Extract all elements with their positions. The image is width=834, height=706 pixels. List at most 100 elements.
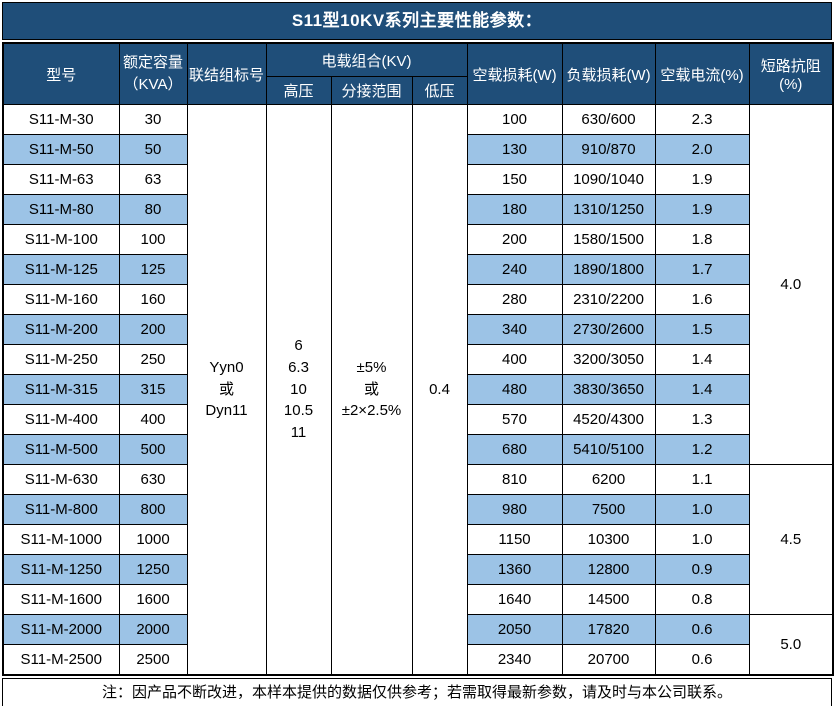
no-load-current-cell: 1.9 <box>654 194 750 225</box>
model-cell: S11-M-160 <box>2 284 120 315</box>
load-loss-cell: 1310/1250 <box>561 194 656 225</box>
load-loss-cell: 2730/2600 <box>561 314 656 345</box>
no-load-current-cell: 1.6 <box>654 284 750 315</box>
no-load-loss-cell: 1640 <box>466 584 563 615</box>
col-header-voltage-group: 电载组合(KV) <box>265 42 468 77</box>
model-cell: S11-M-50 <box>2 134 120 165</box>
capacity-cell: 1250 <box>118 554 188 585</box>
load-loss-cell: 20700 <box>561 644 656 676</box>
col-header-connection: 联结组标号 <box>186 42 267 105</box>
load-loss-cell: 10300 <box>561 524 656 555</box>
capacity-cell: 63 <box>118 164 188 195</box>
no-load-loss-cell: 570 <box>466 404 563 435</box>
load-loss-cell: 12800 <box>561 554 656 585</box>
table-header: 型号 额定容量 （KVA） 联结组标号 电载组合(KV) 空载损耗(W) 负载损… <box>2 42 834 105</box>
table-row: S11-M-1000 1000 1150 10300 1.0 <box>2 524 833 555</box>
capacity-cell: 800 <box>118 494 188 525</box>
capacity-cell: 200 <box>118 314 188 345</box>
no-load-current-cell: 1.9 <box>654 164 750 195</box>
load-loss-cell: 7500 <box>561 494 656 525</box>
table-row: S11-M-50 50 130 910/870 2.0 <box>2 134 833 165</box>
lv-cell: 0.4 <box>411 104 468 676</box>
model-cell: S11-M-1600 <box>2 584 120 615</box>
table-row: S11-M-30 30 Yyn0 或 Dyn11 6 6.3 10 10.5 11 ±5… <box>2 104 834 676</box>
table-row: S11-M-500 500 680 5410/5100 1.2 <box>2 434 833 465</box>
capacity-cell: 50 <box>118 134 188 165</box>
capacity-cell: 80 <box>118 194 188 225</box>
impedance-cell: 4.0 <box>748 104 834 465</box>
no-load-loss-cell: 240 <box>466 254 563 285</box>
table-row: S11-M-63 63 150 1090/1040 1.9 <box>2 164 833 195</box>
load-loss-cell: 3830/3650 <box>561 374 656 405</box>
capacity-cell: 630 <box>118 464 188 495</box>
model-cell: S11-M-80 <box>2 194 120 225</box>
no-load-current-cell: 1.0 <box>654 494 750 525</box>
no-load-loss-cell: 2050 <box>466 614 563 645</box>
header-row-2: 高压 分接范围 低压 <box>3 76 833 105</box>
no-load-loss-cell: 130 <box>466 134 563 165</box>
model-cell: S11-M-315 <box>2 374 120 405</box>
no-load-loss-cell: 150 <box>466 164 563 195</box>
capacity-cell: 2000 <box>118 614 188 645</box>
no-load-current-cell: 0.8 <box>654 584 750 615</box>
model-cell: S11-M-125 <box>2 254 120 285</box>
load-loss-cell: 5410/5100 <box>561 434 656 465</box>
no-load-loss-cell: 680 <box>466 434 563 465</box>
load-loss-cell: 6200 <box>561 464 656 495</box>
no-load-current-cell: 1.4 <box>654 344 750 375</box>
parameters-table: 型号 额定容量 （KVA） 联结组标号 电载组合(KV) 空载损耗(W) 负载损… <box>2 42 834 676</box>
table-row: S11-M-2000 2000 2050 17820 0.6 5.0 <box>2 614 834 676</box>
no-load-current-cell: 0.9 <box>654 554 750 585</box>
capacity-cell: 160 <box>118 284 188 315</box>
no-load-current-cell: 1.7 <box>654 254 750 285</box>
load-loss-cell: 2310/2200 <box>561 284 656 315</box>
col-header-impedance: 短路抗阻(%) <box>748 42 834 105</box>
table-row: S11-M-800 800 980 7500 1.0 <box>2 494 833 525</box>
impedance-cell: 4.5 <box>748 464 834 615</box>
capacity-cell: 100 <box>118 224 188 255</box>
table-row: S11-M-1250 1250 1360 12800 0.9 <box>2 554 833 585</box>
capacity-cell: 2500 <box>118 644 188 676</box>
no-load-loss-cell: 1150 <box>466 524 563 555</box>
no-load-current-cell: 1.3 <box>654 404 750 435</box>
capacity-cell: 30 <box>118 104 188 135</box>
model-cell: S11-M-2000 <box>2 614 120 645</box>
footer-note: 注：因产品不断改进，本样本提供的数据仅供参考；若需取得最新参数，请及时与本公司联… <box>2 678 832 706</box>
no-load-loss-cell: 400 <box>466 344 563 375</box>
model-cell: S11-M-30 <box>2 104 120 135</box>
col-header-no-load-loss: 空载损耗(W) <box>466 42 563 105</box>
capacity-cell: 125 <box>118 254 188 285</box>
load-loss-cell: 4520/4300 <box>561 404 656 435</box>
no-load-loss-cell: 280 <box>466 284 563 315</box>
capacity-cell: 1600 <box>118 584 188 615</box>
load-loss-cell: 910/870 <box>561 134 656 165</box>
model-cell: S11-M-200 <box>2 314 120 345</box>
model-cell: S11-M-400 <box>2 404 120 435</box>
no-load-current-cell: 1.2 <box>654 434 750 465</box>
hv-cell: 6 6.3 10 10.5 11 <box>265 104 332 676</box>
load-loss-cell: 1090/1040 <box>561 164 656 195</box>
col-header-tap-range: 分接范围 <box>330 76 413 105</box>
table-row: S11-M-1600 1600 1640 14500 0.8 <box>2 584 833 615</box>
load-loss-cell: 17820 <box>561 614 656 645</box>
model-cell: S11-M-1000 <box>2 524 120 555</box>
tap-range-cell: ±5% 或 ±2×2.5% <box>330 104 413 676</box>
col-header-load-loss: 负载损耗(W) <box>561 42 656 105</box>
model-cell: S11-M-250 <box>2 344 120 375</box>
no-load-loss-cell: 980 <box>466 494 563 525</box>
table-row: S11-M-160 160 280 2310/2200 1.6 <box>2 284 833 315</box>
table-row: S11-M-80 80 180 1310/1250 1.9 <box>2 194 833 225</box>
load-loss-cell: 1580/1500 <box>561 224 656 255</box>
no-load-current-cell: 1.0 <box>654 524 750 555</box>
no-load-loss-cell: 340 <box>466 314 563 345</box>
capacity-cell: 250 <box>118 344 188 375</box>
col-header-lv: 低压 <box>411 76 468 105</box>
model-cell: S11-M-2500 <box>2 644 120 676</box>
table-row: S11-M-630 630 810 6200 1.1 4.5 <box>2 464 834 615</box>
no-load-loss-cell: 1360 <box>466 554 563 585</box>
capacity-cell: 315 <box>118 374 188 405</box>
impedance-cell: 5.0 <box>748 614 834 676</box>
col-header-capacity: 额定容量 （KVA） <box>118 42 188 105</box>
no-load-current-cell: 2.3 <box>654 104 750 135</box>
